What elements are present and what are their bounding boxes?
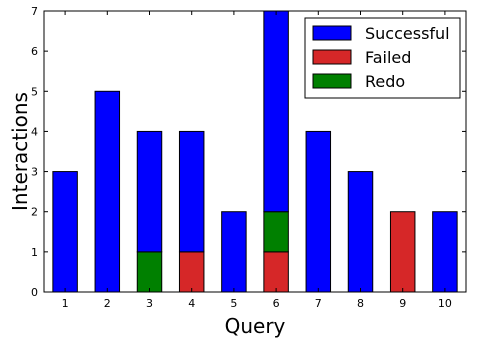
x-tick-label: 8 (357, 297, 364, 310)
legend-label-successful: Successful (365, 24, 450, 43)
x-tick-label: 1 (62, 297, 69, 310)
y-tick-label: 0 (31, 286, 38, 299)
bar-successful-q5 (221, 211, 247, 293)
bar-successful-q7 (305, 130, 332, 293)
legend-swatch-failed (312, 49, 352, 65)
x-tick-label: 6 (273, 297, 280, 310)
y-tick-label: 3 (31, 166, 38, 179)
bar-successful-q1 (52, 171, 78, 293)
x-tick-label: 3 (146, 297, 153, 310)
x-axis-label: Query (225, 314, 286, 338)
plot-frame (43, 10, 467, 293)
bar-successful-q3 (136, 130, 163, 253)
y-tick-label: 5 (31, 85, 38, 98)
bar-redo-q3 (136, 251, 163, 293)
y-tick-label: 1 (31, 246, 38, 259)
x-tick-label: 7 (315, 297, 322, 310)
x-tick-label: 10 (438, 297, 452, 310)
legend-label-failed: Failed (365, 48, 411, 67)
bars-group (52, 10, 458, 293)
bar-redo-q6 (263, 211, 289, 253)
y-tick-label: 6 (31, 45, 38, 58)
bar-successful-q6 (263, 10, 289, 213)
bar-failed-q6 (263, 251, 289, 293)
bar-successful-q4 (178, 130, 205, 253)
bar-failed-q9 (389, 211, 416, 293)
x-tick-label: 9 (399, 297, 406, 310)
legend-swatch-successful (312, 25, 352, 41)
x-tick-label: 5 (230, 297, 237, 310)
x-tick-label: 2 (104, 297, 111, 310)
x-tick-label: 4 (188, 297, 195, 310)
legend: Successful Failed Redo (304, 17, 461, 99)
bar-successful-q8 (347, 171, 374, 293)
y-tick-label: 7 (31, 5, 38, 18)
legend-swatch-redo (312, 73, 352, 89)
ticks-group: 0 1 2 3 4 5 6 7 1 2 3 4 5 6 7 8 9 10 (31, 5, 466, 310)
y-tick-label: 2 (31, 206, 38, 219)
y-tick-label: 4 (31, 125, 38, 138)
y-axis-label: Interactions (8, 92, 32, 211)
bar-successful-q2 (94, 90, 121, 293)
bar-successful-q10 (432, 211, 458, 293)
legend-label-redo: Redo (365, 72, 405, 91)
bar-failed-q4 (178, 251, 205, 293)
